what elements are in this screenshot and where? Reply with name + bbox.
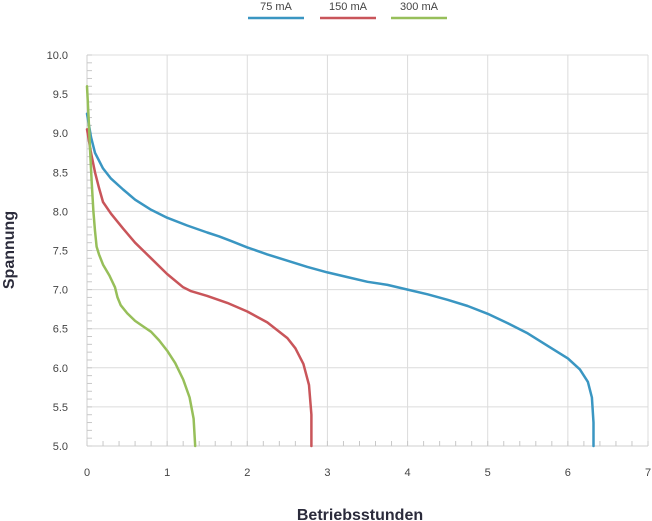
y-tick-label: 9.0 — [53, 128, 68, 140]
y-axis-title: Spannung — [1, 211, 18, 289]
y-axis-ticks: 5.0 5.5 6.0 6.5 7.0 7.5 8.0 8.5 9.0 9.5 10.0 — [47, 50, 68, 453]
x-tick-label: 3 — [324, 467, 330, 479]
legend-label: 75 mA — [260, 1, 292, 13]
minor-ticks — [86, 54, 649, 447]
series-line-1 — [85, 112, 595, 448]
x-tick-label: 6 — [565, 467, 571, 479]
y-tick-label: 8.5 — [53, 167, 68, 179]
y-tick-label: 5.0 — [53, 441, 68, 453]
y-tick-label: 10.0 — [47, 50, 68, 62]
y-tick-label: 7.0 — [53, 285, 68, 297]
x-axis-ticks: 0 1 2 3 4 5 6 7 — [84, 467, 651, 479]
x-tick-label: 5 — [485, 467, 491, 479]
y-tick-label: 6.5 — [53, 324, 68, 336]
legend: 75 mA 150 mA 300 mA — [248, 1, 447, 20]
y-tick-label: 7.5 — [53, 246, 68, 258]
legend-label: 150 mA — [329, 1, 368, 13]
y-tick-label: 6.0 — [53, 363, 68, 375]
y-tick-label: 5.5 — [53, 402, 68, 414]
x-tick-label: 2 — [244, 467, 250, 479]
x-tick-label: 0 — [84, 467, 90, 479]
x-tick-label: 7 — [645, 467, 651, 479]
series-line-2 — [85, 128, 313, 448]
y-tick-label: 9.5 — [53, 89, 68, 101]
y-tick-label: 8.0 — [53, 206, 68, 218]
legend-label: 300 mA — [400, 1, 439, 13]
x-tick-label: 1 — [164, 467, 170, 479]
series-line-3 — [85, 85, 197, 448]
x-tick-label: 4 — [405, 467, 411, 479]
x-axis-title: Betriebsstunden — [297, 507, 423, 521]
gridlines — [86, 54, 649, 447]
series-lines — [85, 85, 595, 448]
